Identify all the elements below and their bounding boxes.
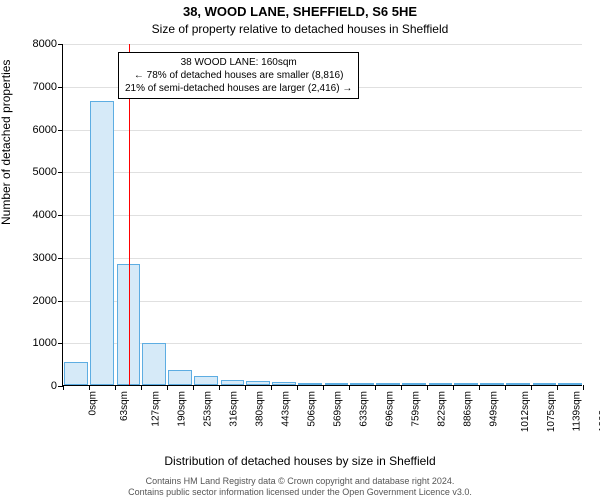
xtick-mark xyxy=(271,385,272,390)
xtick-label: 253sqm xyxy=(203,391,214,427)
xtick-label: 190sqm xyxy=(177,391,188,427)
xtick-mark xyxy=(505,385,506,390)
gridline-h xyxy=(63,258,582,259)
x-axis-label: Distribution of detached houses by size … xyxy=(0,454,600,468)
xtick-label: 822sqm xyxy=(436,391,447,427)
gridline-h xyxy=(63,130,582,131)
xtick-mark xyxy=(245,385,246,390)
ytick-label: 1000 xyxy=(33,337,57,349)
histogram-bar xyxy=(506,383,530,385)
xtick-mark xyxy=(323,385,324,390)
xtick-label: 63sqm xyxy=(119,391,130,421)
histogram-bar xyxy=(272,382,295,385)
xtick-mark xyxy=(453,385,454,390)
annotation-line-1: 38 WOOD LANE: 160sqm xyxy=(125,56,352,69)
ytick-label: 7000 xyxy=(33,81,57,93)
ytick-mark xyxy=(58,215,63,216)
xtick-mark xyxy=(141,385,142,390)
plot-area: 0100020003000400050006000700080000sqm63s… xyxy=(62,44,582,386)
xtick-label: 1012sqm xyxy=(520,391,531,432)
xtick-mark xyxy=(557,385,558,390)
histogram-bar xyxy=(246,381,269,385)
ytick-mark xyxy=(58,87,63,88)
xtick-mark xyxy=(297,385,298,390)
xtick-mark xyxy=(219,385,220,390)
xtick-label: 316sqm xyxy=(228,391,239,427)
xtick-label: 0sqm xyxy=(87,391,98,415)
xtick-label: 696sqm xyxy=(385,391,396,427)
histogram-bar xyxy=(429,383,452,385)
attribution-line2: Contains public sector information licen… xyxy=(128,487,472,497)
xtick-label: 569sqm xyxy=(332,391,343,427)
histogram-bar xyxy=(325,383,348,385)
xtick-mark xyxy=(427,385,428,390)
xtick-mark xyxy=(583,385,584,390)
xtick-label: 886sqm xyxy=(463,391,474,427)
chart-container: 38, WOOD LANE, SHEFFIELD, S6 5HE Size of… xyxy=(0,0,600,500)
attribution-line1: Contains HM Land Registry data © Crown c… xyxy=(146,476,455,486)
histogram-bar xyxy=(376,383,399,385)
xtick-mark xyxy=(115,385,116,390)
annotation-line-2: ← 78% of detached houses are smaller (8,… xyxy=(125,69,352,82)
xtick-mark xyxy=(531,385,532,390)
ytick-mark xyxy=(58,44,63,45)
ytick-label: 8000 xyxy=(33,38,57,50)
xtick-label: 506sqm xyxy=(307,391,318,427)
xtick-label: 759sqm xyxy=(411,391,422,427)
histogram-bar xyxy=(194,376,218,385)
chart-subtitle: Size of property relative to detached ho… xyxy=(0,22,600,36)
histogram-bar xyxy=(454,383,477,385)
xtick-mark xyxy=(349,385,350,390)
chart-title: 38, WOOD LANE, SHEFFIELD, S6 5HE xyxy=(0,4,600,19)
ytick-label: 2000 xyxy=(33,295,57,307)
annotation-box: 38 WOOD LANE: 160sqm← 78% of detached ho… xyxy=(118,52,359,99)
histogram-bar xyxy=(221,380,244,385)
histogram-bar xyxy=(558,383,581,385)
annotation-line-3: 21% of semi-detached houses are larger (… xyxy=(125,82,352,95)
xtick-mark xyxy=(401,385,402,390)
histogram-bar xyxy=(533,383,556,385)
xtick-mark xyxy=(63,385,64,390)
ytick-label: 4000 xyxy=(33,209,57,221)
xtick-mark xyxy=(167,385,168,390)
xtick-label: 949sqm xyxy=(489,391,500,427)
xtick-mark xyxy=(193,385,194,390)
gridline-h xyxy=(63,301,582,302)
histogram-bar xyxy=(142,343,165,385)
histogram-bar xyxy=(64,362,87,386)
xtick-label: 380sqm xyxy=(255,391,266,427)
histogram-bar xyxy=(402,383,426,385)
xtick-label: 443sqm xyxy=(281,391,292,427)
xtick-label: 127sqm xyxy=(151,391,162,427)
xtick-mark xyxy=(479,385,480,390)
attribution: Contains HM Land Registry data © Crown c… xyxy=(0,476,600,498)
ytick-mark xyxy=(58,172,63,173)
ytick-mark xyxy=(58,343,63,344)
xtick-mark xyxy=(89,385,90,390)
xtick-label: 1075sqm xyxy=(546,391,557,432)
xtick-label: 633sqm xyxy=(359,391,370,427)
ytick-label: 0 xyxy=(51,380,57,392)
xtick-mark xyxy=(375,385,376,390)
histogram-bar xyxy=(298,383,322,385)
ytick-mark xyxy=(58,301,63,302)
y-axis-label: Number of detached properties xyxy=(0,60,13,225)
gridline-h xyxy=(63,215,582,216)
xtick-label: 1139sqm xyxy=(572,391,583,431)
histogram-bar xyxy=(168,370,191,385)
histogram-bar xyxy=(480,383,503,385)
gridline-h xyxy=(63,172,582,173)
ytick-label: 3000 xyxy=(33,252,57,264)
ytick-label: 5000 xyxy=(33,166,57,178)
ytick-mark xyxy=(58,130,63,131)
gridline-h xyxy=(63,343,582,344)
gridline-h xyxy=(63,44,582,45)
histogram-bar xyxy=(90,101,114,385)
ytick-label: 6000 xyxy=(33,124,57,136)
ytick-mark xyxy=(58,258,63,259)
histogram-bar xyxy=(350,383,373,385)
